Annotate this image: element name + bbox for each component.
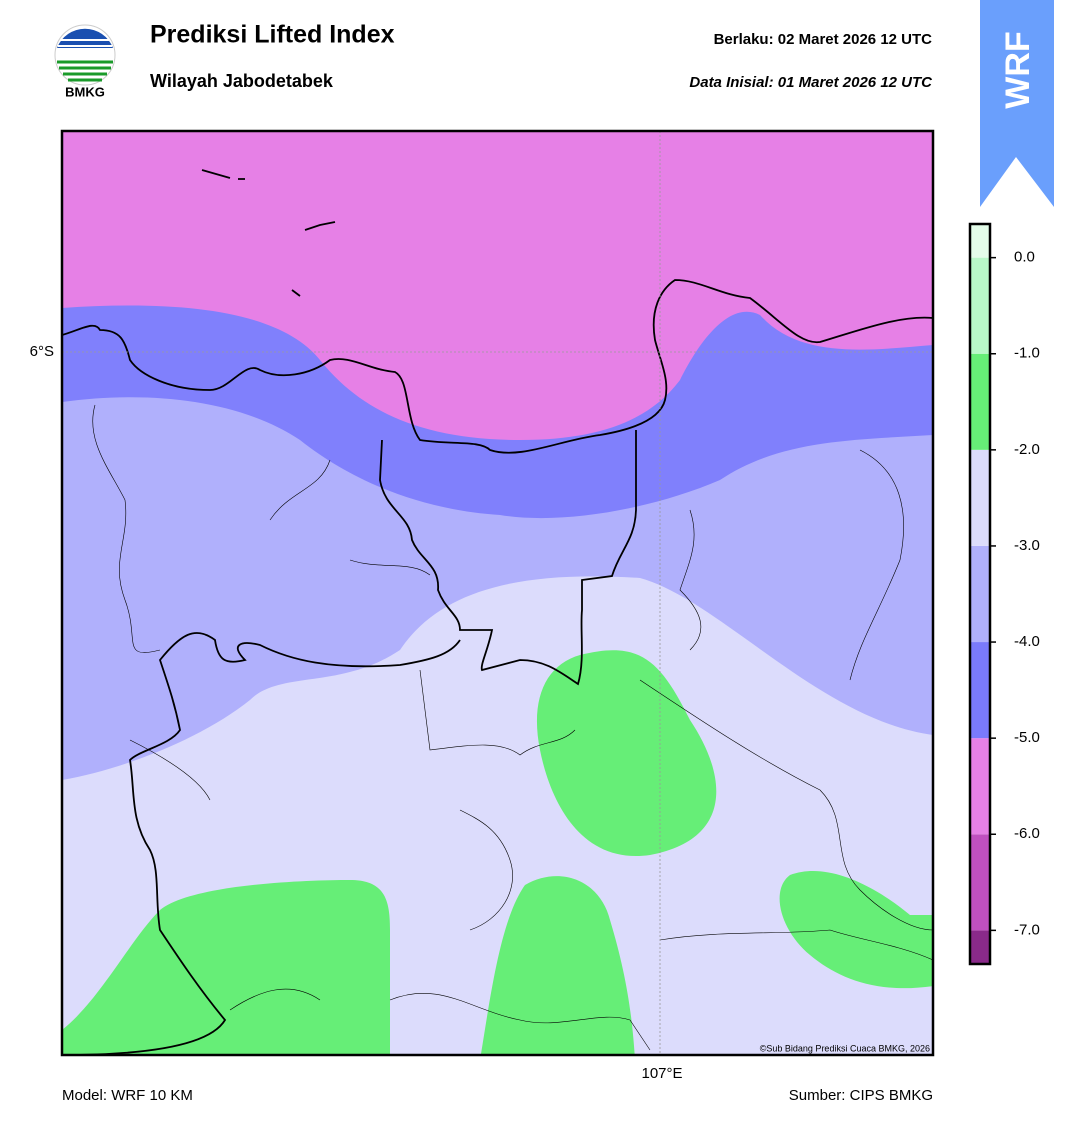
model-label: Model: WRF 10 KM <box>62 1087 193 1104</box>
lon-label: 107°E <box>641 1065 682 1082</box>
colorbar-segment <box>970 353 990 450</box>
colorbar-tick-label: -7.0 <box>1014 921 1040 938</box>
colorbar-tick-label: -1.0 <box>1014 345 1040 362</box>
badge <box>980 0 1054 207</box>
logo: BMKG <box>54 24 116 99</box>
colorbar-segment <box>970 545 990 643</box>
coastline <box>62 169 933 1055</box>
colorbar-tick-label: 0.0 <box>1014 249 1035 266</box>
colorbar-segment <box>970 449 990 546</box>
map-frame <box>60 129 935 1057</box>
field <box>62 880 390 1055</box>
colorbar-segment <box>970 930 990 964</box>
colorbar-segment <box>970 834 990 931</box>
badge-text: WRF <box>999 31 1037 108</box>
field <box>480 876 635 1055</box>
subtitle: Wilayah Jabodetabek <box>150 71 334 91</box>
source-label: Sumber: CIPS BMKG <box>789 1087 933 1104</box>
init-time: Data Inisial: 01 Maret 2026 12 UTC <box>689 74 933 91</box>
valid-time: Berlaku: 02 Maret 2026 12 UTC <box>714 31 933 48</box>
colorbar-frame <box>968 222 992 966</box>
logo-text: BMKG <box>65 84 105 99</box>
map: ©Sub Bidang Prediksi Cuaca BMKG, 2026 <box>62 131 933 1055</box>
colorbar-tick-label: -2.0 <box>1014 441 1040 458</box>
colorbar-segment <box>970 642 990 739</box>
colorbar-tick-label: -4.0 <box>1014 633 1040 650</box>
colorbar-segment <box>970 224 990 258</box>
admin-borders <box>92 404 933 1051</box>
colorbar-segment <box>970 257 990 354</box>
field <box>779 871 933 989</box>
colorbar-segment <box>970 738 990 835</box>
lat-label: 6°S <box>30 343 54 360</box>
colorbar: 0.0 -1.0 -2.0 -3.0 -4.0 -5.0 -6.0 -7.0 <box>968 222 1040 966</box>
colorbar-tick-label: -5.0 <box>1014 729 1040 746</box>
title: Prediksi Lifted Index <box>150 21 395 49</box>
colorbar-tick-label: -6.0 <box>1014 825 1040 842</box>
field <box>536 650 717 857</box>
field <box>62 131 933 440</box>
colorbar-tick-label: -3.0 <box>1014 537 1040 554</box>
credit: ©Sub Bidang Prediksi Cuaca BMKG, 2026 <box>760 1043 930 1053</box>
